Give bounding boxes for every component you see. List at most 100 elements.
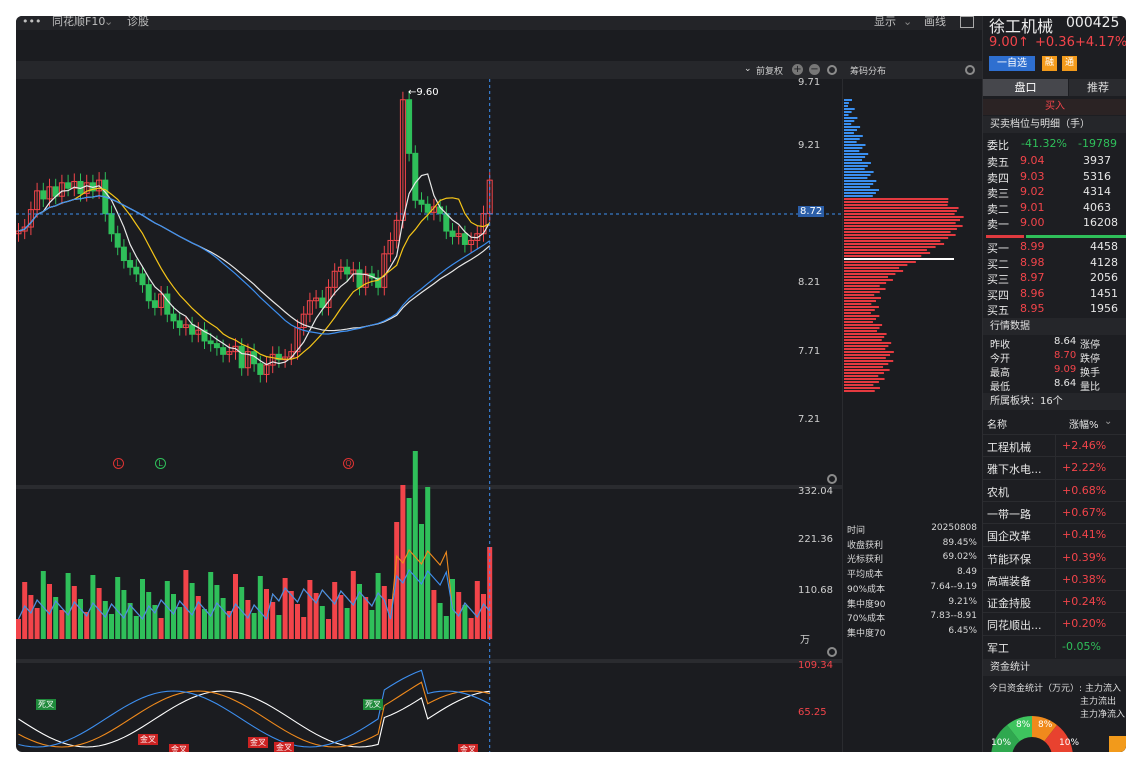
ask-volume: 4314	[1083, 185, 1111, 198]
ask-volume: 16208	[1083, 216, 1118, 229]
chevron-down-icon[interactable]: ⌄	[1104, 416, 1113, 427]
chart-subbar	[16, 61, 982, 79]
divider	[1055, 524, 1056, 547]
sector-change: +0.24%	[1062, 595, 1107, 609]
bid-volume: 1956	[1090, 302, 1118, 315]
chevron-down-icon[interactable]: ⌄	[104, 16, 114, 28]
chip-bar	[844, 177, 868, 179]
bid-row: 买四 8.96 1451	[983, 287, 1126, 302]
divider	[1055, 568, 1056, 591]
sector-item[interactable]: 证金持股 +0.24%	[983, 590, 1126, 614]
gear-icon[interactable]	[827, 474, 837, 484]
sector-name: 国企改革	[987, 530, 1031, 544]
chevron-down-icon[interactable]: ⌄	[744, 64, 752, 74]
gear-icon[interactable]	[827, 647, 837, 657]
macd-line	[18, 690, 490, 748]
volume-bar	[363, 597, 369, 639]
chip-bar	[844, 240, 941, 242]
sector-item[interactable]: 高端装备 +0.38%	[983, 567, 1126, 591]
buy-button[interactable]: 买入	[983, 99, 1126, 115]
sector-col-change[interactable]: 涨幅%	[1069, 420, 1099, 431]
quote-label-2: 换手	[1080, 368, 1100, 379]
draw-line-button[interactable]: 画线	[924, 16, 946, 28]
sector-item[interactable]: 节能环保 +0.39%	[983, 545, 1126, 569]
candle	[58, 182, 65, 197]
sector-item[interactable]: 一带一路 +0.67%	[983, 500, 1126, 524]
zoom-out-icon[interactable]: −	[809, 64, 820, 75]
quote-label: 昨收	[990, 340, 1010, 351]
quote-label-2: 涨停	[1080, 340, 1100, 351]
layout-icon[interactable]	[960, 16, 974, 28]
marker-L[interactable]: L	[113, 458, 124, 469]
volume-bar	[28, 595, 34, 639]
candle	[158, 293, 165, 308]
sector-item[interactable]: 同花顺出... +0.20%	[983, 612, 1126, 636]
tab-recommend[interactable]: 推荐	[1069, 79, 1126, 96]
volume-bar	[344, 608, 350, 639]
volume-bar	[474, 581, 480, 639]
candle	[387, 239, 394, 255]
marker-Q[interactable]: Q	[343, 458, 354, 469]
chip-bar	[844, 381, 879, 383]
tab-orderbook[interactable]: 盘口	[983, 79, 1068, 96]
fund-outflow-label: 主力流出	[1080, 697, 1117, 707]
sector-name: 高端装备	[987, 574, 1031, 588]
display-button[interactable]: 显示	[874, 16, 896, 28]
add-favorite-button[interactable]: 一自选	[989, 56, 1035, 71]
chip-bar	[844, 336, 885, 338]
bid-level-label: 买一	[987, 242, 1009, 255]
moving-average-line	[18, 187, 490, 360]
sector-name: 农机	[987, 485, 1009, 499]
marker-L[interactable]: L	[155, 458, 166, 469]
gear-icon[interactable]	[965, 65, 975, 75]
chip-bar	[844, 123, 852, 125]
stock-change: +0.36	[1035, 35, 1075, 50]
f10-button[interactable]: 同花顺F10	[52, 16, 106, 28]
sector-item[interactable]: 工程机械 +2.46%	[983, 434, 1126, 457]
volume-bar	[468, 618, 474, 639]
sector-item[interactable]: 农机 +0.68%	[983, 478, 1126, 502]
volume-bar	[133, 616, 139, 639]
chip-bar	[844, 138, 860, 140]
chip-bar	[844, 357, 886, 359]
chip-bar	[844, 390, 875, 392]
gear-icon[interactable]	[827, 65, 837, 75]
chevron-down-icon[interactable]: ⌄	[903, 16, 913, 28]
quote-row: 昨收 8.64 涨停	[983, 336, 1126, 351]
ask-row: 卖五 9.04 3937	[983, 154, 1126, 169]
quote-value: 8.70	[1054, 350, 1077, 361]
ask-level-label: 卖二	[987, 202, 1009, 216]
zoom-in-icon[interactable]: +	[792, 64, 803, 75]
ask-level-label: 卖五	[987, 156, 1009, 169]
chip-stat-label: 70%成本	[847, 614, 886, 625]
adjust-mode-button[interactable]: 前复权	[756, 67, 784, 77]
chip-bar	[844, 117, 858, 119]
chip-bar	[844, 159, 862, 161]
candle	[189, 324, 196, 335]
chart-area[interactable]	[16, 79, 982, 752]
chip-bar	[844, 171, 874, 173]
sector-item[interactable]: 雅下水电... +2.22%	[983, 456, 1126, 480]
candle	[145, 284, 152, 302]
candle	[375, 277, 382, 288]
chip-stat-label: 光标获利	[847, 555, 884, 566]
quote-label: 今开	[990, 354, 1010, 365]
diagnose-button[interactable]: 诊股	[127, 16, 149, 28]
connect-badge[interactable]: 通	[1062, 56, 1077, 71]
chip-bar	[844, 261, 916, 263]
volume-bar	[313, 593, 319, 639]
volume-bar	[152, 605, 158, 639]
fund-inflow-label: 主力流入	[1085, 684, 1122, 694]
more-menu-button[interactable]: •••	[22, 16, 42, 28]
sector-item[interactable]: 国企改革 +0.41%	[983, 523, 1126, 547]
bid-price: 8.96	[1020, 286, 1045, 300]
sector-item[interactable]: 军工 -0.05%	[983, 634, 1126, 658]
chip-bar	[844, 108, 855, 110]
volume-bar	[245, 600, 251, 639]
margin-badge[interactable]: 融	[1042, 56, 1057, 71]
divider	[1055, 501, 1056, 524]
chip-bar	[844, 279, 893, 281]
volume-bar	[375, 573, 381, 639]
chip-bar	[844, 228, 957, 230]
chip-stat-label: 集中度90	[847, 599, 886, 610]
